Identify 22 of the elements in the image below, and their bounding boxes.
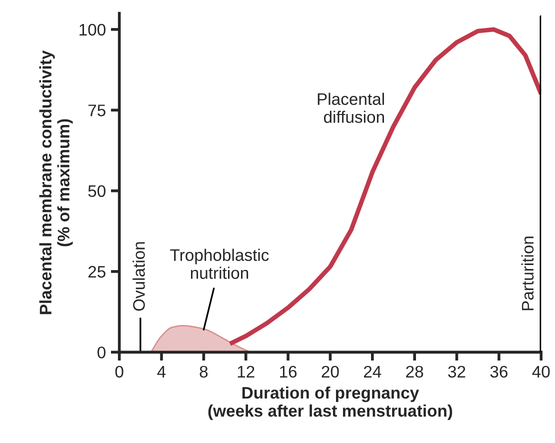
ref-line-label: Ovulation <box>132 242 145 311</box>
y-tick-label: 100 <box>80 24 106 36</box>
x-tick-label: 32 <box>448 366 466 378</box>
x-tick-label: 40 <box>532 366 550 378</box>
x-tick-label: 8 <box>200 366 208 378</box>
series-label: Placental diffusion <box>318 92 384 123</box>
x-tick-label: 36 <box>490 366 508 378</box>
y-tick-label: 75 <box>88 104 106 116</box>
x-tick-label: 0 <box>115 366 124 378</box>
y-tick-label: 50 <box>88 185 106 198</box>
x-tick-label: 4 <box>157 366 166 378</box>
x-tick-label: 12 <box>238 366 254 378</box>
text: Trophoblastic nutrition <box>170 248 269 279</box>
x-tick-label: 24 <box>364 366 382 378</box>
y-tick-label: 25 <box>88 266 106 278</box>
y-tick-label: 0 <box>98 346 106 358</box>
x-tick-label: 20 <box>322 366 339 378</box>
x-tick-label: 28 <box>406 366 424 378</box>
x-axis-title: Duration of pregnancy (weeks after last menstruation) <box>208 386 452 420</box>
y-axis-title: Placental membrane conductivity (% of maximum) <box>39 50 73 314</box>
x-tick-label: 16 <box>280 366 297 378</box>
ref-line-label: Parturition <box>521 236 534 310</box>
